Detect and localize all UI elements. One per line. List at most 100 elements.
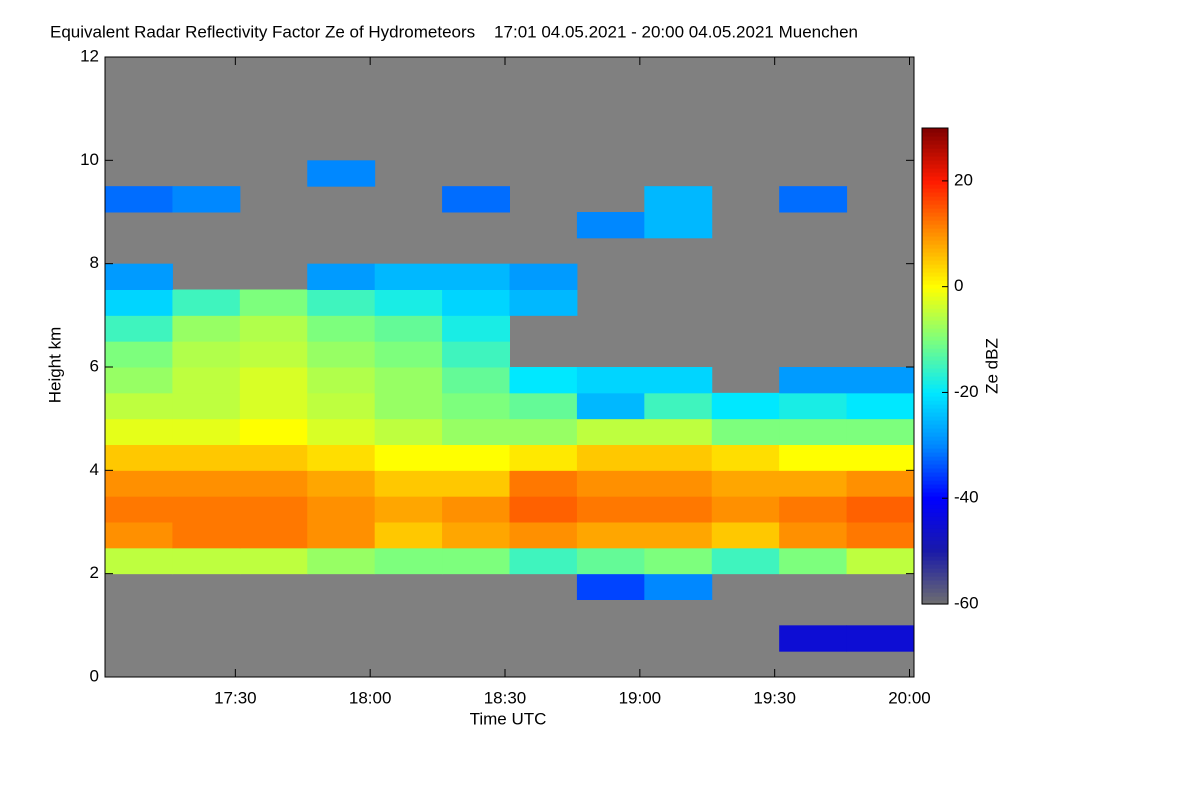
colorbar-segment [922, 524, 948, 529]
heatmap-cell [442, 418, 510, 445]
colorbar-segment [922, 140, 948, 145]
heatmap-cell [442, 263, 510, 290]
heatmap-cell [644, 547, 713, 575]
heatmap-cell [307, 315, 376, 342]
colorbar-segment [922, 292, 948, 297]
colorbar-segment [922, 192, 948, 197]
colorbar-segment [922, 412, 948, 417]
heatmap-cell [509, 263, 578, 290]
colorbar-segment [922, 488, 948, 493]
colorbar-segment [922, 336, 948, 341]
colorbar-segment [922, 556, 948, 561]
colorbar-segment [922, 160, 948, 165]
colorbar-segment [922, 232, 948, 237]
colorbar-segment [922, 340, 948, 345]
colorbar-segment [922, 420, 948, 425]
colorbar-segment [922, 296, 948, 301]
heatmap-cell [105, 315, 173, 342]
heatmap-cell [172, 186, 241, 213]
heatmap-cell [711, 470, 780, 497]
y-axis-label: Height km [45, 327, 64, 404]
colorbar-segment [922, 204, 948, 209]
heatmap-cell [307, 470, 376, 497]
heatmap-cell [442, 186, 510, 213]
colorbar-segment [922, 300, 948, 305]
colorbar-segment [922, 508, 948, 513]
heatmap-cell [779, 367, 848, 394]
heatmap-cell [105, 444, 173, 471]
heatmap-cell [644, 496, 713, 523]
heatmap-cell [172, 547, 241, 575]
heatmap-cell [779, 186, 848, 213]
colorbar-segment [922, 148, 948, 153]
heatmap-cell [779, 547, 848, 575]
colorbar-segment [922, 476, 948, 481]
colorbar-segment [922, 520, 948, 525]
colorbar-segment [922, 252, 948, 257]
heatmap-cell [779, 392, 848, 420]
colorbar-segment [922, 528, 948, 533]
heatmap-cell [846, 625, 915, 652]
heatmap-cell [374, 263, 443, 290]
colorbar-segment [922, 216, 948, 221]
colorbar-tick-label: -20 [954, 382, 979, 401]
heatmap-cell [239, 315, 308, 342]
heatmap-cell [374, 392, 443, 420]
heatmap-cell [644, 573, 713, 600]
heatmap-cell [644, 444, 713, 471]
colorbar-segment [922, 460, 948, 465]
colorbar-segment [922, 176, 948, 181]
colorbar-segment [922, 320, 948, 325]
colorbar-segment [922, 452, 948, 457]
heatmap-cell [509, 367, 578, 394]
heatmap-cell [576, 522, 645, 549]
colorbar-segment [922, 384, 948, 389]
y-tick-label: 10 [80, 150, 99, 169]
colorbar-label: Ze dBZ [982, 338, 1001, 394]
heatmap-cell [779, 625, 848, 652]
colorbar-segment [922, 580, 948, 585]
colorbar-segment [922, 168, 948, 173]
heatmap-cell [307, 522, 376, 549]
heatmap-cell [846, 547, 915, 575]
colorbar-segment [922, 424, 948, 429]
colorbar-segment [922, 328, 948, 333]
heatmap-cell [509, 496, 578, 523]
heatmap-cell [576, 418, 645, 445]
heatmap-cell [509, 418, 578, 445]
colorbar-segment [922, 492, 948, 497]
y-tick-label: 6 [90, 356, 99, 375]
colorbar-segment [922, 276, 948, 281]
heatmap-cell [172, 470, 241, 497]
colorbar-segment [922, 332, 948, 337]
heatmap-cell [711, 418, 780, 445]
heatmap-cell [644, 470, 713, 497]
colorbar-tick-label: 0 [954, 276, 963, 295]
heatmap-cell [442, 315, 510, 342]
heatmap-cell [105, 496, 173, 523]
heatmap-cell [442, 392, 510, 420]
heatmap-cell [644, 186, 713, 213]
colorbar-segment [922, 228, 948, 233]
heatmap-cell [105, 522, 173, 549]
colorbar-segment [922, 316, 948, 321]
heatmap-cell [576, 367, 645, 394]
heatmap-cell [307, 547, 376, 575]
heatmap-cell [442, 547, 510, 575]
heatmap-cell [576, 470, 645, 497]
heatmap-cell [374, 315, 443, 342]
heatmap-cell [307, 289, 376, 316]
colorbar-segment [922, 240, 948, 245]
heatmap-cell [644, 392, 713, 420]
heatmap-cell [105, 367, 173, 394]
colorbar-segment [922, 532, 948, 537]
y-tick-label: 12 [80, 46, 99, 65]
colorbar-segment [922, 484, 948, 489]
colorbar-segment [922, 592, 948, 597]
heatmap-cell [576, 496, 645, 523]
colorbar-segment [922, 144, 948, 149]
heatmap-cell [509, 289, 578, 316]
colorbar-segment [922, 324, 948, 329]
colorbar-segment [922, 248, 948, 253]
heatmap-cell [374, 470, 443, 497]
